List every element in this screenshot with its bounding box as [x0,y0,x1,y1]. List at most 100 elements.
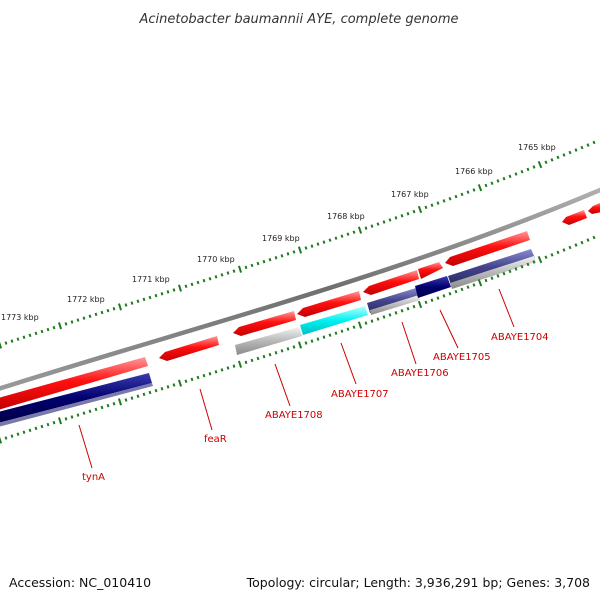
tick-mark [130,396,134,400]
tick-mark [316,337,320,341]
tick-mark [172,288,176,292]
callout-line-ABAYE1704 [498,288,515,328]
tick-mark [496,274,500,278]
tick-mark [406,306,410,311]
tick-mark [208,371,212,376]
tick-mark [448,291,452,296]
tick-mark [190,377,194,382]
tick-mark [454,289,458,294]
tick-mark [70,320,74,324]
tick-mark [477,184,483,192]
tick-mark [574,243,578,247]
inner-tick-track [0,235,596,444]
tick-mark [376,222,380,226]
tick-mark [286,347,290,351]
tick-mark [586,238,590,242]
tick-mark [154,293,158,298]
tick-mark [412,209,416,214]
tick-mark [214,370,218,374]
tick-mark [262,354,266,359]
gene-callouts: tynA feaR ABAYE1708 ABAYE1707 ABAYE1706 … [78,288,549,483]
tick-mark [4,436,8,440]
tick-mark [177,284,183,292]
tick-mark [76,413,80,417]
tick-mark [357,321,363,329]
tick-mark [226,366,230,370]
tick-mark [166,385,170,389]
callout-line-feaR [199,388,213,431]
tick-mark [202,278,206,283]
tick-mark [280,349,284,353]
tick-mark [502,271,506,276]
tick-labels: 1773 kbp 1772 kbp 1771 kbp 1770 kbp 1769… [1,143,556,322]
tick-mark [220,273,224,277]
tick-mark [394,311,398,315]
tick-mark [568,245,572,250]
tick-mark [34,331,38,336]
tick-label: 1773 kbp [1,313,39,322]
tick-mark [106,308,110,313]
tick-mark [112,307,116,311]
tick-mark [340,329,344,333]
tick-mark [142,297,146,302]
tick-mark [382,220,386,224]
tick-mark [550,253,554,257]
tick-mark [100,310,104,315]
tick-mark [148,295,152,300]
map-title: Acinetobacter baumannii AYE, complete ge… [138,12,458,27]
tick-mark [364,321,368,325]
callout-line-ABAYE1708 [274,363,291,407]
tick-mark [297,341,303,349]
tick-mark [417,300,423,309]
tick-mark [537,161,543,169]
tick-mark [592,235,596,240]
tick-mark [526,262,530,267]
tick-mark [310,244,314,248]
tick-label: 1772 kbp [67,295,105,304]
tick-mark [304,246,308,250]
feature-ABAYE1707-forward [297,291,361,317]
forward-strand-features [0,202,600,410]
homolog-ABAYE1704-lower [450,256,536,289]
tick-mark [322,335,326,339]
tick-mark [262,259,266,264]
tick-mark [124,303,128,307]
tick-mark [574,148,578,152]
tick-mark [544,255,548,260]
tick-mark [357,226,363,234]
tick-mark [10,339,14,343]
tick-mark [130,301,134,305]
tick-mark [112,402,116,406]
tick-mark [46,422,50,427]
tick-mark [268,352,272,357]
tick-mark [117,398,123,406]
tick-mark [106,403,110,408]
tick-label: 1765 kbp [518,143,556,152]
tick-mark [436,296,440,300]
feature-upstream-2 [588,202,600,214]
tick-mark [406,211,410,216]
tick-mark [124,398,128,402]
tick-mark [94,407,98,412]
tick-mark [322,240,326,244]
tick-mark [466,285,470,289]
gene-label-ABAYE1708: ABAYE1708 [265,410,323,421]
tick-mark [274,256,278,260]
tick-mark [232,364,236,368]
tick-mark [250,358,254,363]
tick-mark [57,322,63,330]
homolog-tynA-edge [0,383,153,427]
tick-mark [316,242,320,246]
tick-mark [136,299,140,303]
tick-label: 1768 kbp [327,212,365,221]
tick-mark [460,192,464,197]
homolog-tynA [0,373,152,423]
gene-label-ABAYE1704: ABAYE1704 [491,332,549,343]
tick-mark [417,205,423,214]
tick-mark [477,279,483,287]
tick-mark [196,280,200,285]
tick-mark [57,417,63,425]
tick-mark [586,143,590,147]
tick-mark [340,234,344,238]
tick-mark [310,339,314,343]
